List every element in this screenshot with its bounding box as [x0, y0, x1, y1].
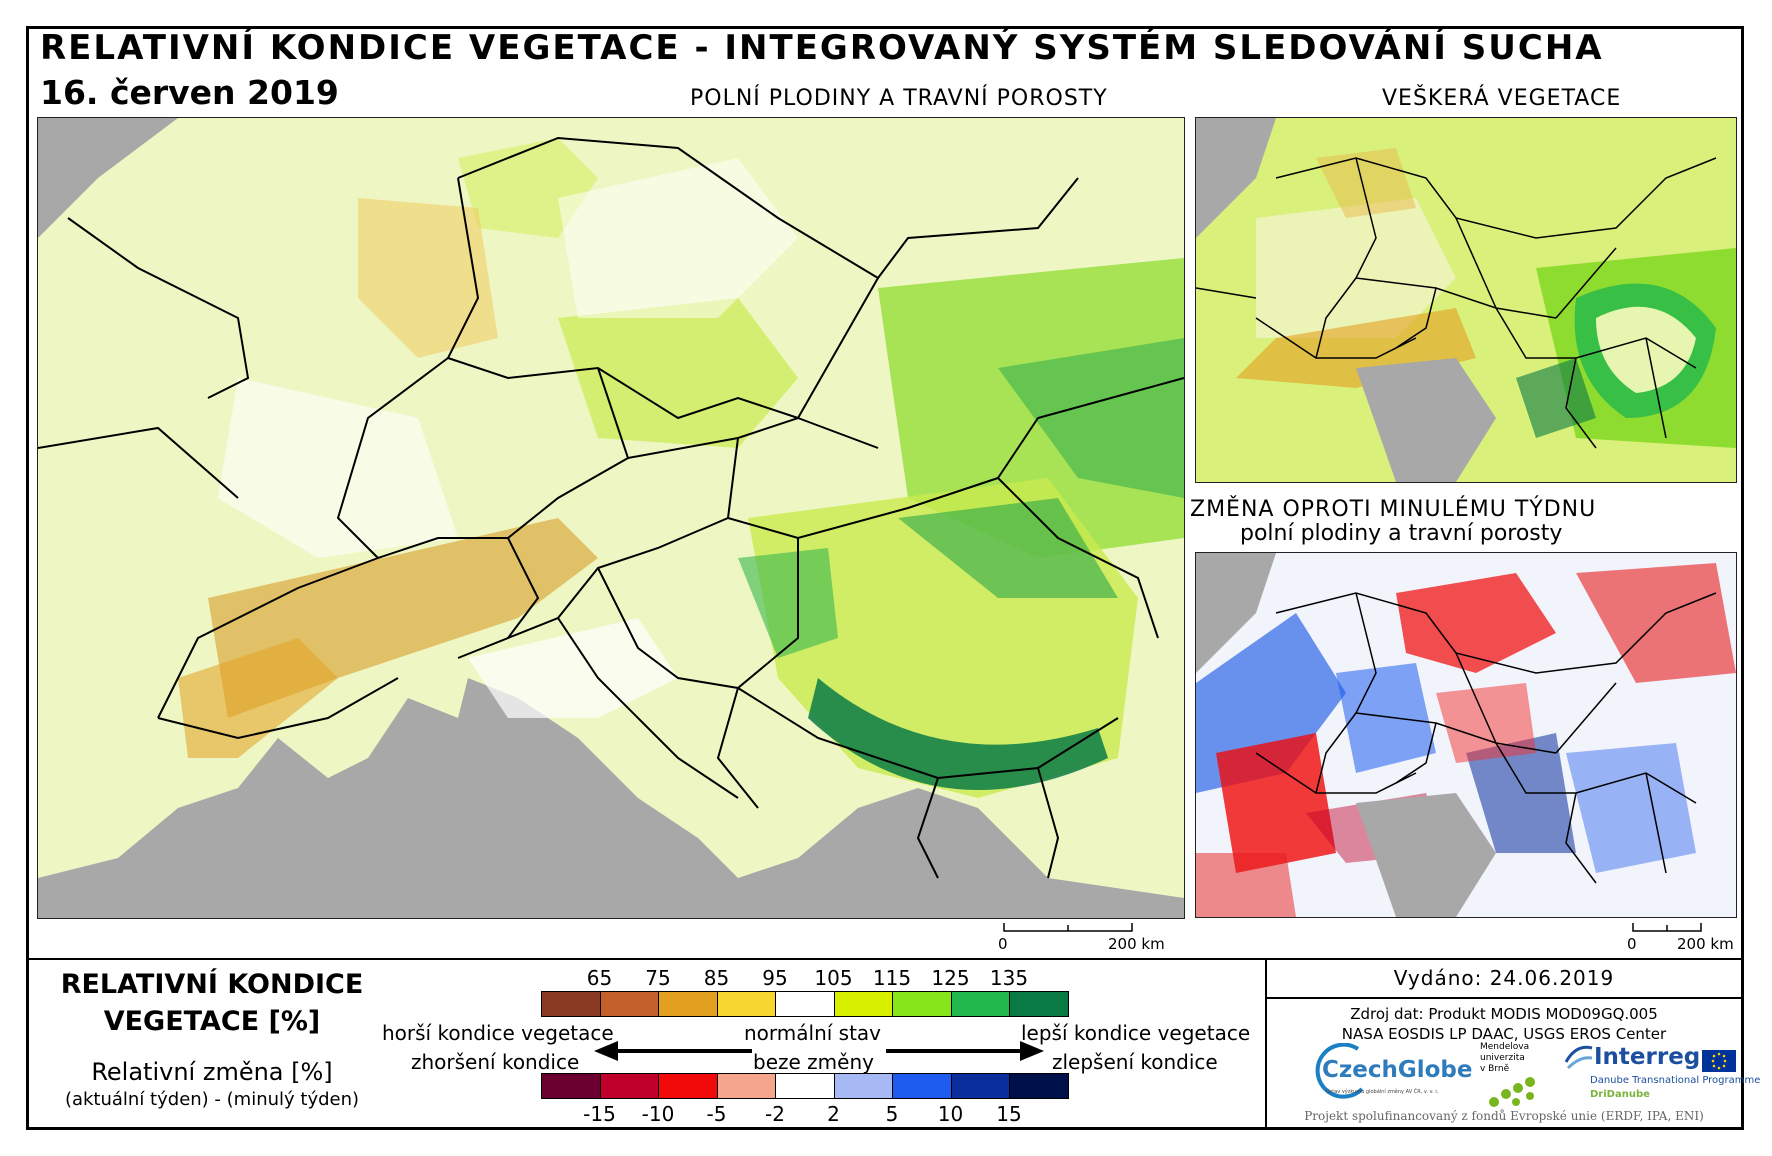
small-scalebar-distance: 200 km — [1677, 935, 1734, 953]
mendelu-line3: v Brně — [1480, 1064, 1510, 1074]
main-scalebar-distance: 200 km — [1108, 935, 1165, 953]
condition-swatch — [716, 991, 776, 1017]
mendelu-line2: univerzita — [1480, 1053, 1525, 1063]
change-swatch — [658, 1073, 718, 1099]
right-arrow-icon — [886, 1041, 1044, 1061]
condition-swatch — [892, 991, 952, 1017]
data-source-line2: NASA EOSDIS LP DAAC, USGS EROS Center — [1341, 1025, 1667, 1043]
condition-tick-label: 65 — [586, 966, 613, 990]
condition-swatch — [775, 991, 835, 1017]
normal-condition-label: normální stav — [744, 1021, 882, 1045]
change-tick-label: 5 — [885, 1102, 899, 1126]
legend-divider — [29, 958, 1741, 960]
unchanged-label: beze změny — [753, 1050, 874, 1074]
change-tick-label: -15 — [583, 1102, 616, 1126]
change-swatch — [892, 1073, 952, 1099]
mendelu-dots-icon — [1489, 1077, 1535, 1107]
condition-tick-label: 115 — [872, 966, 912, 990]
change-swatch — [716, 1073, 776, 1099]
issued-date: Vydáno: 24.06.2019 — [1393, 966, 1615, 990]
funding-note: Projekt spolufinancovaný z fondů Evropsk… — [1304, 1109, 1704, 1123]
czechglobe-swoosh-icon — [1315, 1043, 1364, 1099]
main-condition-map — [37, 117, 1185, 919]
change-legend-formula: (aktuální týden) - (minulý týden) — [64, 1089, 360, 1110]
change-map-label: ZMĚNA OPROTI MINULÉMU TÝDNU — [1190, 497, 1597, 522]
condition-tick-label: 85 — [703, 966, 730, 990]
mendelu-line1: Mendelova — [1480, 1042, 1530, 1052]
left-arrow-icon — [594, 1041, 752, 1061]
legend-title: RELATIVNÍ KONDICE VEGETACE [%] — [36, 966, 388, 1040]
change-tick-label: -2 — [765, 1102, 785, 1126]
condition-swatch — [599, 991, 659, 1017]
data-source-line1: Zdroj dat: Produkt MODIS MOD09GQ.005 — [1350, 1005, 1658, 1023]
legend-title-line1: RELATIVNÍ KONDICE — [60, 969, 364, 1000]
condition-swatch — [1009, 991, 1069, 1017]
weekly-change-map — [1195, 552, 1737, 918]
all-vegetation-map — [1195, 117, 1737, 483]
page-title: RELATIVNÍ KONDICE VEGETACE - INTEGROVANÝ… — [40, 28, 1604, 68]
czechglobe-logo-text: CzechGlobe — [1322, 1057, 1473, 1083]
change-swatch — [775, 1073, 835, 1099]
change-swatch — [833, 1073, 893, 1099]
legend-title-line2: VEGETACE [%] — [103, 1006, 321, 1037]
dridanube-text: DriDanube — [1590, 1089, 1650, 1100]
condition-tick-label: 105 — [814, 966, 853, 990]
change-tick-label: -5 — [706, 1102, 727, 1126]
change-map-sublabel: polní plodiny a travní porosty — [1240, 521, 1563, 546]
main-map-label: POLNÍ PLODINY A TRAVNÍ POROSTY — [690, 86, 1108, 111]
main-scalebar-zero: 0 — [998, 935, 1008, 953]
change-legend-title: Relativní změna [%] — [91, 1058, 333, 1086]
mendelu-logo: Mendelova univerzita v Brně — [1478, 1040, 1558, 1110]
change-swatch — [541, 1073, 601, 1099]
interreg-logo-text: Interreg — [1594, 1044, 1701, 1070]
change-tick-label: 15 — [996, 1102, 1022, 1126]
change-tick-label: 2 — [827, 1102, 840, 1126]
better-condition-label: lepší kondice vegetace — [1021, 1021, 1251, 1045]
condition-tick-label: 125 — [931, 966, 970, 990]
interreg-programme-text: Danube Transnational Programme — [1590, 1075, 1761, 1086]
condition-swatch — [541, 991, 601, 1017]
czechglobe-logo: CzechGlobe Ústav výzkumu globální změny … — [1304, 1043, 1473, 1103]
worsened-label: zhoršení kondice — [411, 1050, 580, 1074]
worse-condition-label: horší kondice vegetace — [382, 1021, 614, 1045]
interreg-logo: Interreg Danube Transnational Programme … — [1562, 1042, 1760, 1108]
improved-label: zlepšení kondice — [1052, 1050, 1218, 1074]
change-swatch — [950, 1073, 1010, 1099]
info-divider — [1265, 960, 1267, 1130]
condition-tick-label: 95 — [762, 966, 788, 990]
change-swatch — [599, 1073, 659, 1099]
interreg-ribbon-icon — [1564, 1045, 1593, 1070]
condition-swatch — [658, 991, 718, 1017]
condition-tick-label: 135 — [989, 966, 1029, 990]
change-swatch — [1009, 1073, 1069, 1099]
czechglobe-logo-subtext: Ústav výzkumu globální změny AV ČR, v. v… — [1326, 1089, 1439, 1095]
map-date: 16. červen 2019 — [40, 73, 339, 112]
change-tick-label: -10 — [641, 1102, 675, 1126]
condition-tick-label: 75 — [645, 966, 671, 990]
small-scalebar-zero: 0 — [1627, 935, 1637, 953]
eu-flag-icon — [1702, 1050, 1736, 1072]
condition-swatch — [950, 991, 1010, 1017]
veg-map-label: VEŠKERÁ VEGETACE — [1382, 86, 1622, 111]
change-tick-label: 10 — [937, 1102, 964, 1126]
condition-swatch — [833, 991, 893, 1017]
issued-divider — [1267, 997, 1741, 999]
